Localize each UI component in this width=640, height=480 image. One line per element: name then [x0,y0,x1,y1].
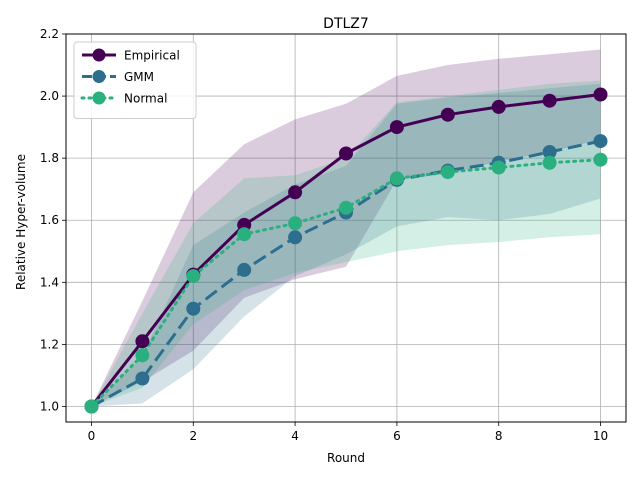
point-empirical [135,334,150,349]
legend-label-gmm: GMM [124,70,154,84]
y-tick-label: 1.0 [40,399,59,413]
point-empirical [542,93,557,108]
y-tick-label: 2.0 [40,89,59,103]
x-tick-label: 10 [593,429,608,443]
y-axis-ticks: 1.0 1.2 1.4 1.6 1.8 2.0 2.2 [40,27,66,413]
band-empirical [91,49,601,407]
point-gmm [593,134,608,149]
x-axis-ticks: 0 2 4 6 8 10 [88,422,608,443]
x-tick-label: 8 [495,429,503,443]
point-gmm [186,301,201,316]
legend-label-normal: Normal [124,92,167,106]
point-normal [135,348,150,363]
y-axis-label: Relative Hyper-volume [14,154,28,290]
point-gmm [135,371,150,386]
band-gmm [91,83,601,407]
x-tick-label: 2 [189,429,197,443]
legend-marker-empirical [92,48,106,62]
confidence-bands [91,49,601,407]
y-tick-label: 2.2 [40,27,59,41]
point-empirical [440,107,455,122]
chart-title: DTLZ7 [323,16,369,32]
point-empirical [491,99,506,114]
x-tick-label: 6 [393,429,401,443]
x-axis-label: Round [327,451,365,465]
y-tick-label: 1.8 [40,151,59,165]
point-empirical [389,120,404,135]
y-tick-label: 1.6 [40,213,59,227]
plot-frame [65,33,627,423]
series-markers [84,87,608,414]
legend-label-empirical: Empirical [124,49,180,63]
x-tick-label: 0 [88,429,96,443]
point-normal [593,152,608,167]
point-empirical [288,185,303,200]
point-normal [389,171,404,186]
point-gmm [237,262,252,277]
point-normal [491,160,506,175]
y-tick-label: 1.2 [40,337,59,351]
point-gmm [288,230,303,245]
legend: Empirical GMM Normal [73,41,197,119]
point-normal [440,165,455,180]
legend-marker-gmm [92,70,106,83]
point-normal [542,155,557,170]
band-normal [91,80,601,407]
point-empirical [593,87,608,102]
point-normal [84,399,99,414]
y-tick-label: 1.4 [40,275,59,289]
point-normal [288,216,303,231]
point-normal [339,200,353,215]
legend-marker-normal [92,91,106,105]
point-normal [186,269,201,284]
x-tick-label: 4 [291,429,299,443]
point-normal [237,227,252,242]
point-empirical [339,146,353,161]
